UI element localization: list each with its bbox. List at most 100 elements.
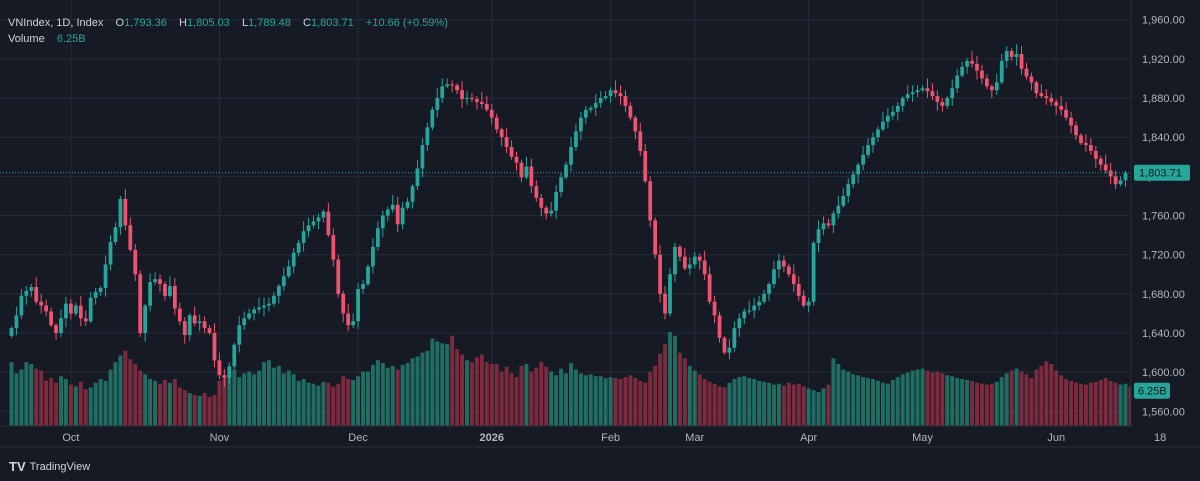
volume-bar xyxy=(405,363,410,426)
volume-bar xyxy=(895,377,900,426)
candle-body xyxy=(1118,180,1123,185)
candle-body xyxy=(653,220,658,255)
volume-bar xyxy=(1069,380,1074,426)
candle-body xyxy=(430,109,435,128)
time-tick-label: Dec xyxy=(348,432,368,444)
candle-body xyxy=(806,301,811,306)
volume-bar xyxy=(177,387,182,426)
candle-body xyxy=(361,284,365,289)
candle-body xyxy=(559,177,563,193)
candle-body xyxy=(39,301,44,306)
time-tick-label: 18 xyxy=(1154,432,1166,444)
volume-bar xyxy=(613,378,618,426)
candle-body xyxy=(618,93,623,97)
volume-bar xyxy=(628,375,633,426)
candle-body xyxy=(73,305,78,314)
candle-body xyxy=(395,204,400,225)
candle-body xyxy=(375,228,380,247)
volume-bar xyxy=(564,373,568,426)
volume-bar xyxy=(658,353,663,426)
candle-body xyxy=(44,305,49,312)
volume-bar xyxy=(98,379,103,426)
candle-body xyxy=(380,215,385,229)
volume-bar xyxy=(554,375,559,426)
candle-body xyxy=(108,241,113,265)
candle-body xyxy=(1059,105,1064,110)
volume-bar xyxy=(846,371,851,426)
volume-bar xyxy=(509,373,514,426)
candle-body xyxy=(742,311,747,319)
volume-bar xyxy=(1029,378,1034,426)
candle-body xyxy=(1123,172,1128,181)
candle-body xyxy=(242,318,247,326)
symbol-title[interactable]: VNIndex, 1D, Index xyxy=(8,17,104,29)
tradingview-brand[interactable]: TV TradingView xyxy=(9,459,90,474)
time-tick-label: Oct xyxy=(62,432,79,444)
candle-body xyxy=(791,274,796,285)
candle-body xyxy=(1079,135,1083,144)
candle-body xyxy=(702,260,707,275)
volume-bar xyxy=(73,386,78,426)
volume-bar xyxy=(24,362,29,426)
low-value: 1,789.48 xyxy=(248,17,291,29)
candle-body xyxy=(19,295,24,316)
candle-body xyxy=(574,131,578,148)
volume-bar xyxy=(1044,361,1049,426)
volume-bar xyxy=(861,377,866,426)
volume-bar xyxy=(1098,379,1103,426)
candle-body xyxy=(1088,145,1093,151)
price-axis[interactable]: 1,560.00 1,600.00 1,640.00 1,680.00 1,720.00… xyxy=(1130,0,1200,447)
candle-body xyxy=(69,303,73,314)
volume-bar xyxy=(19,369,24,426)
volume-bar xyxy=(1004,373,1009,426)
volume-label[interactable]: Volume xyxy=(8,33,45,45)
time-axis[interactable]: Oct Nov Dec 2026 Feb Mar Apr May Jun 18 xyxy=(0,425,1200,448)
volume-value: 6.25B xyxy=(56,33,86,45)
candle-body xyxy=(168,286,172,296)
candle-body xyxy=(400,207,405,225)
volume-bar xyxy=(113,362,118,426)
candle-body xyxy=(692,256,697,265)
volume-bar xyxy=(162,379,167,426)
candle-body xyxy=(212,333,217,361)
time-tick-label: 2026 xyxy=(480,432,504,444)
candle-body xyxy=(148,282,152,306)
volume-bar xyxy=(83,389,88,426)
candle-body xyxy=(252,309,256,314)
volume-bar xyxy=(1054,370,1059,426)
candle-body xyxy=(316,217,321,222)
candle-body xyxy=(326,211,331,236)
candle-body xyxy=(301,231,306,243)
volume-bar xyxy=(395,369,400,426)
volume-bar xyxy=(341,376,346,426)
volume-bar xyxy=(370,364,375,426)
candle-body xyxy=(578,117,583,132)
volume-bar xyxy=(242,373,247,426)
candle-body xyxy=(1009,51,1014,57)
candle-body xyxy=(405,201,410,208)
volume-bar xyxy=(346,379,351,426)
candle-body xyxy=(861,154,865,165)
volume-bar xyxy=(375,360,380,426)
candle-body xyxy=(163,284,167,296)
volume-bar xyxy=(1049,363,1054,426)
candle-body xyxy=(960,66,965,76)
candle-body xyxy=(281,276,286,287)
volume-bar xyxy=(296,380,301,426)
candle-body xyxy=(588,107,593,110)
volume-bar xyxy=(148,379,153,426)
volume-bar xyxy=(772,384,776,426)
candle-body xyxy=(1034,82,1039,94)
volume-bar xyxy=(479,354,484,426)
volume-bar xyxy=(1059,375,1064,426)
volume-bar xyxy=(158,383,162,426)
candle-body xyxy=(192,315,197,324)
candle-body xyxy=(475,99,479,102)
candle-body xyxy=(593,102,598,108)
volume-bar xyxy=(54,382,59,426)
candle-body xyxy=(1014,54,1019,57)
volume-bar xyxy=(871,379,875,426)
volume-bar xyxy=(875,380,880,426)
volume-bar xyxy=(1034,369,1039,426)
volume-bar xyxy=(999,377,1004,426)
